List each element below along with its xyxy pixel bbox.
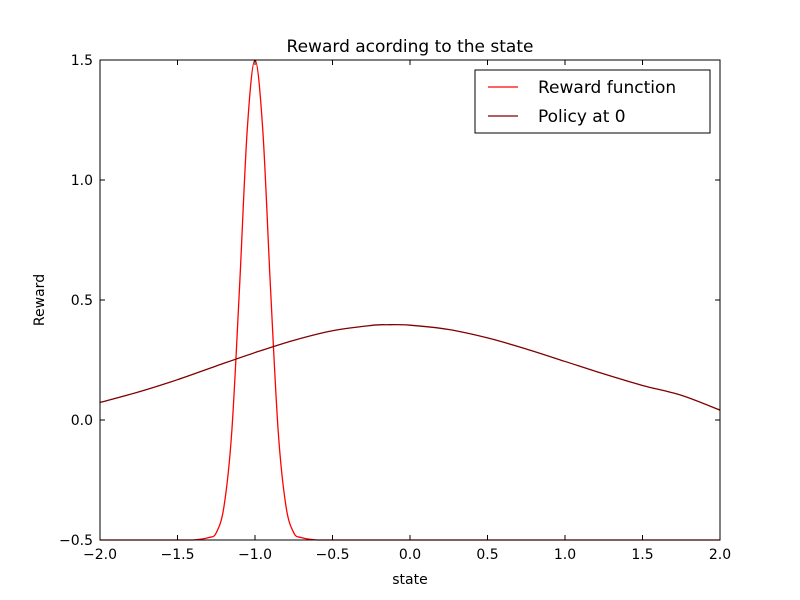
legend-box [474, 69, 711, 134]
ticks-layer: −2.0 −1.5 −1.0 −0.5 0.0 0.5 1.0 1.5 2.0 −0.5 0.0 0.… [59, 53, 731, 563]
legend-label-policy-at-0: Policy at 0 [538, 107, 626, 127]
y-tick-label: −0.5 [59, 533, 93, 549]
x-tick-label: −1.5 [161, 547, 195, 563]
x-tick-label: 0.5 [476, 547, 498, 563]
y-tick-label: 1.5 [71, 53, 93, 69]
x-tick-label: −0.5 [316, 547, 350, 563]
legend-label-reward-function: Reward function [538, 78, 676, 98]
y-tick-label: 0.5 [71, 293, 93, 309]
x-tick-label: −2.0 [83, 547, 117, 563]
y-tick-label: 0.0 [71, 413, 93, 429]
series-line-policy-at-0 [99, 323, 721, 411]
x-tick-label: 2.0 [709, 547, 731, 563]
x-tick-label: 0.0 [399, 547, 421, 563]
x-tick-label: 1.0 [554, 547, 576, 563]
x-axis-label: state [392, 572, 427, 588]
y-axis-label: Reward [32, 274, 48, 326]
chart-title: Reward acording to the state [287, 37, 534, 57]
x-tick-label: 1.5 [631, 547, 653, 563]
y-tick-label: 1.0 [71, 173, 93, 189]
x-tick-label: −1.0 [238, 547, 272, 563]
legend: Reward function Policy at 0 [474, 69, 711, 134]
